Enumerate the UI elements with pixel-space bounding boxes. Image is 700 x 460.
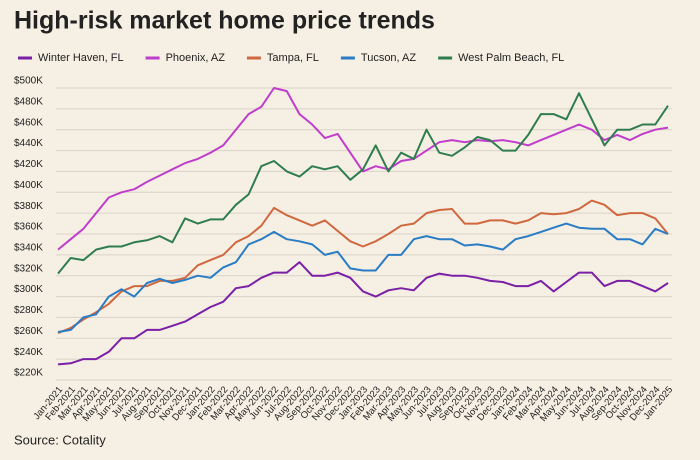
y-tick-label: $220K	[14, 368, 43, 379]
y-tick-label: $320K	[14, 263, 43, 274]
y-tick-label: $480K	[14, 96, 43, 107]
y-tick-label: $500K	[14, 76, 43, 87]
legend-label: Winter Haven, FL	[38, 52, 124, 64]
y-tick-label: $260K	[14, 326, 43, 337]
y-tick-label: $300K	[14, 284, 43, 295]
y-tick-label: $380K	[14, 201, 43, 212]
y-tick-label: $340K	[14, 242, 43, 253]
y-tick-label: $240K	[14, 347, 43, 358]
legend-label: Phoenix, AZ	[166, 52, 226, 64]
series-line	[57, 87, 669, 251]
legend-label: West Palm Beach, FL	[458, 52, 564, 64]
y-tick-label: $440K	[14, 138, 43, 149]
y-tick-label: $460K	[14, 117, 43, 128]
series-line	[57, 199, 669, 335]
legend-label: Tampa, FL	[267, 52, 319, 64]
source: Source: Cotality	[14, 432, 106, 447]
y-tick-label: $400K	[14, 180, 43, 191]
chart-title: High-risk market home price trends	[14, 7, 435, 35]
series-line	[57, 92, 669, 275]
series-line	[57, 222, 669, 333]
y-tick-label: $420K	[14, 159, 43, 170]
y-tick-label: $280K	[14, 305, 43, 316]
series-line	[57, 261, 669, 366]
y-tick-label: $360K	[14, 222, 43, 233]
legend-label: Tucson, AZ	[361, 52, 417, 64]
